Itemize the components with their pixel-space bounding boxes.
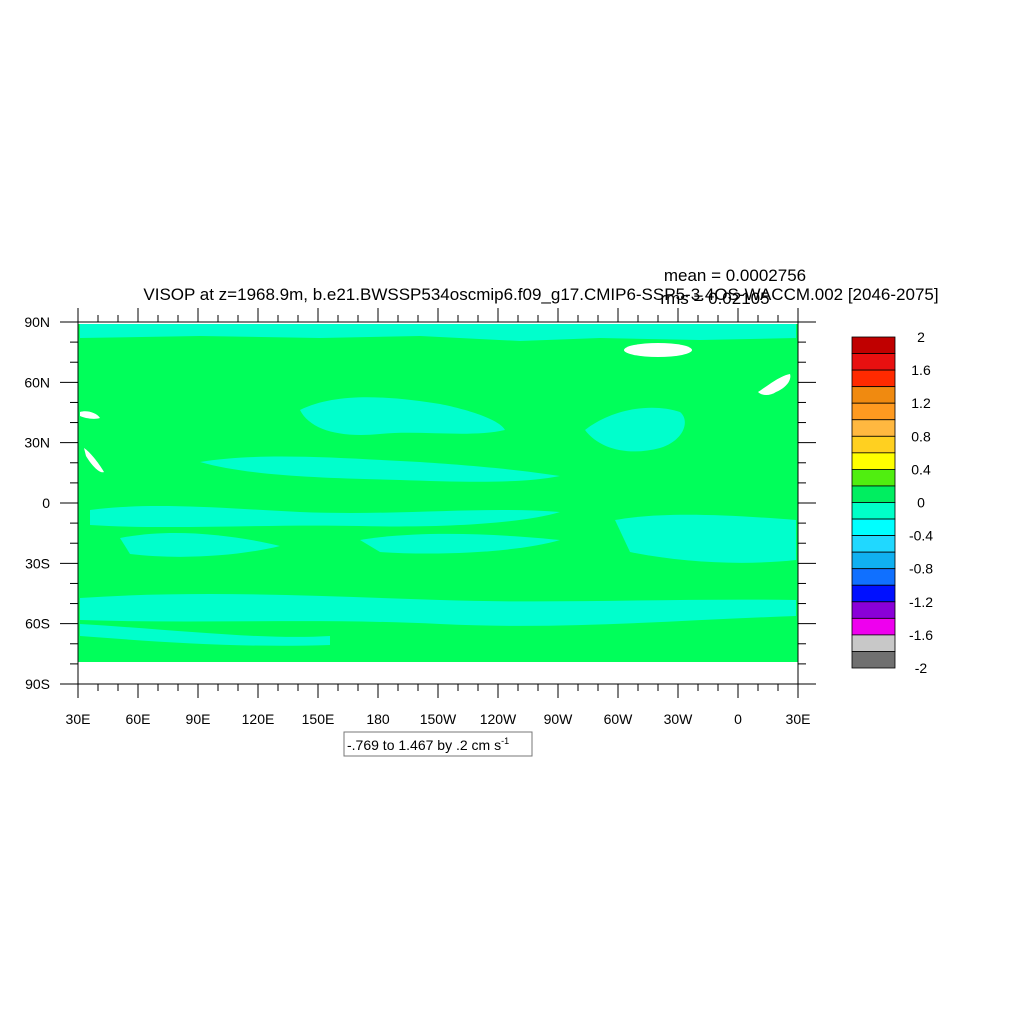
plot-title: VISOP at z=1968.9m, b.e21.BWSSP534oscmip… — [143, 285, 938, 304]
colorbar-swatch — [851, 568, 896, 586]
colorbar-label: -0.4 — [909, 528, 933, 544]
colorbar-swatch — [851, 353, 896, 371]
southern-ocean-band — [80, 594, 796, 626]
north-pacific-band — [300, 397, 505, 435]
arctic-band — [80, 324, 796, 341]
lat-label: 0 — [42, 495, 50, 511]
antarctic-band — [80, 624, 330, 646]
colorbar-label: 2 — [917, 329, 925, 345]
colorbar-label: 1.2 — [911, 395, 931, 411]
lat-label: 30S — [25, 555, 50, 571]
lat-label: 60N — [24, 374, 50, 390]
colorbar-swatch — [851, 435, 896, 454]
contour-info-text: -.769 to 1.467 by .2 cm s — [347, 737, 501, 753]
south-indian-band — [120, 532, 280, 557]
colorbar-swatch — [851, 634, 896, 652]
south-atlantic-band — [615, 514, 796, 563]
lon-label: 30E — [66, 711, 91, 727]
lon-label: 0 — [734, 711, 742, 727]
mean-stat: mean = 0.0002756 — [664, 266, 806, 285]
lon-label: 60W — [604, 711, 634, 727]
contour-info-box: -.769 to 1.467 by .2 cm s-1 — [343, 731, 533, 757]
longitude-ticks: 30E 60E 90E 120E 150E 180 150W 120W 90W 60W 30W 0 30… — [66, 308, 811, 727]
colorbar-swatch — [851, 535, 896, 553]
missing-data-west-1 — [80, 411, 100, 419]
colorbar-label: 0 — [917, 495, 925, 511]
lon-label: 180 — [366, 711, 390, 727]
colorbar-swatch — [851, 518, 896, 536]
colorbar-swatch — [851, 502, 896, 520]
map-field — [78, 324, 798, 662]
colorbar-swatch — [851, 485, 896, 503]
colorbar-swatch — [851, 651, 896, 669]
colorbar-label: -0.8 — [909, 561, 933, 577]
missing-data-west-2 — [84, 448, 104, 473]
north-atlantic-band — [585, 407, 685, 452]
colorbar-label: 1.6 — [911, 362, 931, 378]
subtropical-north-band — [200, 456, 560, 482]
lon-label: 60E — [126, 711, 151, 727]
south-pacific-band — [360, 533, 560, 554]
colorbar-swatch — [851, 617, 896, 636]
colorbar-swatch — [851, 452, 896, 470]
svg-text:-.769 to 1.467 by .2 cm s-1: -.769 to 1.467 by .2 cm s-1 — [347, 736, 509, 753]
colorbar-swatch — [851, 336, 896, 354]
lon-label: 90W — [544, 711, 574, 727]
lon-label: 30W — [664, 711, 694, 727]
latitude-ticks: 90N 60N 30N 0 30S 60S 90S — [24, 314, 816, 692]
lat-label: 30N — [24, 435, 50, 451]
lat-label: 60S — [25, 616, 50, 632]
colorbar-swatch — [851, 419, 896, 437]
colorbar-label: -1.2 — [909, 594, 933, 610]
missing-data-east — [758, 374, 791, 395]
rms-stat: rms = 0.02105 — [660, 289, 769, 308]
colorbar-swatch — [851, 386, 896, 404]
lon-label: 120E — [242, 711, 275, 727]
colorbar-swatch — [851, 584, 896, 603]
lon-label: 30E — [786, 711, 811, 727]
lon-label: 120W — [480, 711, 517, 727]
colorbar-label: 0.8 — [911, 428, 931, 444]
colorbar-swatch — [851, 601, 896, 619]
lat-label: 90S — [25, 676, 50, 692]
lon-label: 90E — [186, 711, 211, 727]
lon-label: 150W — [420, 711, 457, 727]
equatorial-south-band — [90, 506, 560, 528]
colorbar: 2 1.6 1.2 0.8 0.4 0 -0.4 -0.8 -1.2 -1.6 -2 — [851, 329, 933, 676]
colorbar-swatch — [851, 369, 896, 388]
colorbar-label: -2 — [915, 660, 928, 676]
lat-label: 90N — [24, 314, 50, 330]
colorbar-swatch — [851, 551, 896, 570]
colorbar-swatch — [851, 468, 896, 487]
missing-data-arctic — [624, 343, 692, 357]
lon-label: 150E — [302, 711, 335, 727]
contour-info-exponent: -1 — [501, 736, 509, 746]
colorbar-label: -1.6 — [909, 627, 933, 643]
colorbar-swatch — [851, 402, 896, 421]
colorbar-label: 0.4 — [911, 461, 931, 477]
map-panel: 90N 60N 30N 0 30S 60S 90S 30E 60E 90E 120E 150E 180… — [24, 308, 816, 727]
